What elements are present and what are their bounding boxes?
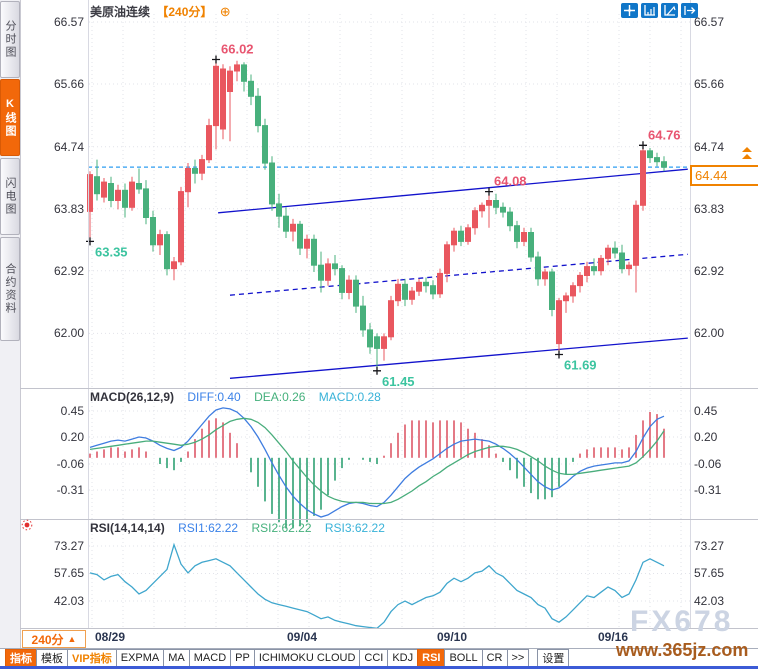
rsi2-value: RSI2:62.22 — [251, 521, 312, 535]
y-axis-label-left: 62.92 — [53, 263, 84, 278]
sidebar-tab-lightning-chart[interactable]: 闪电图 — [0, 158, 20, 235]
svg-text:61.69: 61.69 — [564, 358, 597, 373]
y-axis-label-right: 65.66 — [694, 76, 725, 91]
macd-axis-label-left: -0.31 — [56, 482, 84, 497]
y-axis-label-left: 64.74 — [53, 139, 84, 154]
macd-axis-label-right: 0.20 — [694, 429, 718, 444]
rsi-panel-separator — [20, 519, 758, 520]
current-price-value: 64.44 — [695, 168, 728, 183]
macd-diff-value: DIFF:0.40 — [187, 390, 241, 404]
x-axis-date-label: 09/10 — [437, 630, 468, 644]
xaxis-separator — [20, 628, 758, 629]
rsi-name: RSI(14,14,14) — [90, 521, 165, 535]
toolbar-item-expma[interactable]: EXPMA — [115, 649, 165, 667]
toolbar-item-kdj[interactable]: KDJ — [387, 649, 419, 667]
live-blink-icon — [21, 519, 33, 531]
site-watermark: www.365jz.com — [616, 640, 749, 660]
macd-axis-label-left: 0.20 — [60, 429, 84, 444]
rsi-axis-label-right: 42.03 — [694, 593, 725, 608]
y-axis-label-left: 65.66 — [53, 76, 84, 91]
sidebar-tab-kline-chart[interactable]: K线图 — [0, 79, 20, 156]
macd-axis-label-left: 0.45 — [60, 404, 84, 418]
x-axis-date-label: 09/16 — [598, 630, 629, 644]
chart-tools — [621, 3, 698, 18]
svg-text:64.08: 64.08 — [494, 174, 527, 189]
macd-axis-label-right: 0.45 — [694, 404, 718, 418]
y-axis-label-right: 62.00 — [694, 326, 725, 341]
macd-axis-label-right: -0.06 — [694, 456, 722, 471]
toolbar-item-ma[interactable]: MA — [163, 649, 190, 667]
rsi1-value: RSI1:62.22 — [178, 521, 239, 535]
toolbar-item-cci[interactable]: CCI — [359, 649, 389, 667]
macd-macd-value: MACD:0.28 — [318, 390, 381, 404]
candlestick-chart-canvas[interactable]: 66.02 63.35 61.45 61.69 64.08 64.76 — [0, 0, 758, 648]
toolbar-item-templates[interactable]: 模板 — [36, 649, 68, 667]
period-button[interactable]: 240分 ▲ — [22, 630, 86, 648]
instrument-name: 美原油连续 — [90, 5, 151, 19]
x-axis-date-label: 09/04 — [287, 630, 318, 644]
sidebar-tab-contract-info[interactable]: 合约资料 — [0, 237, 20, 341]
indicator-toolbar: 指标 模板 VIP指标 EXPMA MA MACD PP ICHIMOKU CL… — [0, 648, 758, 667]
macd-axis-label-left: -0.06 — [56, 456, 84, 471]
y-axis-label-right: 66.57 — [694, 15, 725, 29]
macd-header: MACD(26,12,9) DIFF:0.40 DEA:0.26 MACD:0.… — [90, 390, 381, 404]
y-axis-label-left: 66.57 — [53, 15, 84, 29]
period-label: 【240分】 — [156, 5, 213, 19]
y-axis-label-right: 63.83 — [694, 201, 725, 216]
x-axis-date-label: 08/29 — [95, 630, 126, 644]
svg-text:66.02: 66.02 — [221, 42, 254, 57]
toolbar-item-cr[interactable]: CR — [481, 649, 508, 667]
toolbar-item-vip-indicators[interactable]: VIP指标 — [67, 649, 117, 667]
rsi-header: RSI(14,14,14) RSI1:62.22 RSI2:62.22 RSI3… — [90, 521, 385, 535]
y-axis-label-right: 62.92 — [694, 263, 725, 278]
plot-left-border — [88, 0, 89, 628]
y-axis-label-left: 62.00 — [53, 326, 84, 341]
toolbar-item-macd[interactable]: MACD — [188, 649, 232, 667]
svg-text:64.76: 64.76 — [648, 127, 681, 142]
y-axis-label-right: 64.74 — [694, 139, 725, 154]
rsi3-value: RSI3:62.22 — [324, 521, 385, 535]
toolbar-item-rsi[interactable]: RSI — [417, 649, 446, 667]
sidebar-tab-time-chart[interactable]: 分时图 — [0, 1, 20, 78]
rsi-axis-label-left: 73.27 — [53, 539, 84, 553]
macd-axis-label-right: -0.31 — [694, 482, 722, 497]
chart-type-sidebar: 分时图 K线图 闪电图 合约资料 — [0, 0, 21, 648]
crosshair-icon[interactable] — [621, 3, 638, 18]
svg-text:61.45: 61.45 — [382, 374, 415, 389]
add-circle-icon[interactable]: ⊕ — [219, 4, 231, 19]
current-price-box: 64.44 — [690, 165, 758, 186]
toolbar-item-indicators[interactable]: 指标 — [5, 649, 37, 667]
rsi-axis-label-right: 57.65 — [694, 566, 725, 581]
toolbar-item-ichimoku[interactable]: ICHIMOKU CLOUD — [253, 649, 361, 667]
plot-right-border — [690, 0, 691, 628]
y-axis-label-left: 63.83 — [53, 201, 84, 216]
exit-chart-icon[interactable] — [681, 3, 698, 18]
svg-text:63.35: 63.35 — [95, 244, 128, 259]
fx678-watermark: FX678 — [630, 605, 734, 638]
macd-dea-value: DEA:0.26 — [254, 390, 306, 404]
rsi-axis-label-left: 42.03 — [53, 593, 84, 608]
toolbar-item-boll[interactable]: BOLL — [444, 649, 483, 667]
price-up-arrows-icon — [742, 147, 752, 159]
toolbar-item-more[interactable]: >> — [506, 649, 530, 667]
toolbar-item-settings[interactable]: 设置 — [537, 649, 570, 667]
chevron-up-icon: ▲ — [67, 634, 77, 644]
macd-name: MACD(26,12,9) — [90, 390, 175, 404]
period-button-label: 240分 — [31, 632, 64, 647]
rsi-axis-label-left: 57.65 — [53, 566, 84, 581]
scale-axis-icon[interactable] — [641, 3, 658, 18]
rsi-axis-label-right: 73.27 — [694, 539, 725, 553]
bottom-accent-bar — [0, 666, 758, 669]
macd-panel-separator — [20, 388, 758, 389]
scale-bars-icon[interactable] — [661, 3, 678, 18]
toolbar-item-pp[interactable]: PP — [230, 649, 255, 667]
chart-title: 美原油连续 【240分】 ⊕ — [90, 3, 231, 20]
